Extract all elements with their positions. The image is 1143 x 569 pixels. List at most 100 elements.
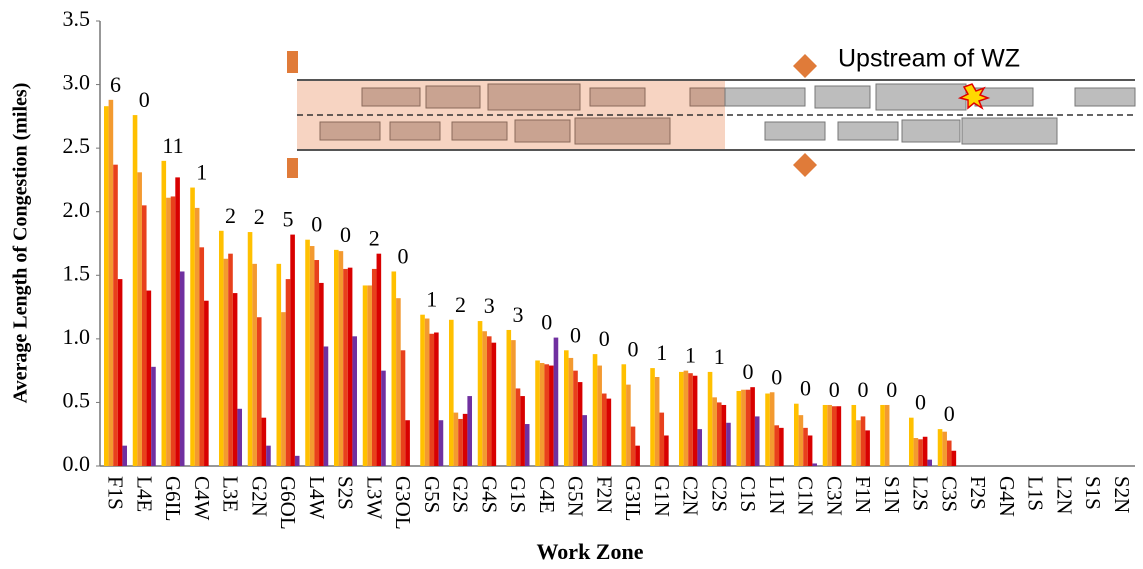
x-tick-label: C3S [937, 476, 961, 512]
bar [593, 354, 598, 466]
bar [319, 283, 324, 466]
bar [765, 394, 770, 466]
bar [425, 319, 430, 466]
bar [812, 463, 817, 466]
bar [262, 418, 267, 466]
x-tick-label: F2S [966, 476, 990, 510]
bar [923, 437, 928, 466]
count-label: 6 [110, 72, 121, 97]
count-label: 1 [196, 160, 207, 185]
road-inset: Upstream of WZ [287, 45, 1135, 178]
count-label: 2 [369, 226, 380, 251]
bar [582, 415, 587, 466]
bar [938, 429, 943, 466]
vehicle [815, 86, 870, 108]
bar [401, 350, 406, 466]
x-tick-label: F1S [104, 476, 128, 510]
x-tick-label: L3E [219, 476, 243, 512]
bar [717, 402, 722, 466]
bar [199, 247, 204, 466]
bar [171, 196, 176, 466]
bar [861, 416, 866, 466]
count-label: 0 [599, 326, 610, 351]
x-tick-label: G3OL [391, 476, 415, 530]
count-label: 0 [771, 364, 782, 389]
bar [607, 399, 612, 466]
bar [237, 409, 242, 466]
count-label: 0 [915, 390, 926, 415]
vehicle [725, 88, 805, 106]
count-label: 5 [283, 207, 294, 232]
bar [927, 460, 932, 466]
vehicle [962, 118, 1057, 144]
bar [650, 368, 655, 466]
count-label: 2 [455, 292, 466, 317]
bar [142, 205, 147, 466]
bar [286, 279, 291, 466]
count-label: 3 [484, 293, 495, 318]
y-tick-label: 3.0 [63, 70, 91, 95]
y-tick-label: 0.5 [63, 387, 91, 412]
bar [554, 338, 559, 466]
bar [540, 363, 545, 466]
vehicle [426, 86, 480, 108]
count-label: 0 [886, 377, 897, 402]
bar [564, 350, 569, 466]
bar [697, 429, 702, 466]
bar [832, 406, 837, 466]
count-label: 0 [139, 87, 150, 112]
count-label: 0 [829, 377, 840, 402]
vehicle [902, 120, 960, 142]
bar [190, 188, 195, 466]
bar [885, 405, 890, 466]
x-tick-label: L4W [305, 476, 329, 519]
x-tick-label: C3N [822, 476, 846, 516]
bar [352, 336, 357, 466]
vehicle [876, 84, 966, 110]
bar [204, 301, 209, 466]
x-tick-label: G1N [650, 476, 674, 517]
bar [339, 251, 344, 466]
bar [803, 428, 808, 466]
bar [544, 364, 549, 466]
bar [151, 367, 156, 466]
bar [837, 406, 842, 466]
bar [429, 334, 434, 466]
bar [277, 264, 282, 466]
bar [439, 420, 444, 466]
bar [377, 254, 382, 466]
bar [746, 390, 751, 466]
vehicle [838, 122, 898, 140]
vehicle [515, 120, 570, 142]
bar [162, 161, 167, 466]
bar [535, 360, 540, 466]
count-label: 1 [426, 287, 437, 312]
bar [372, 269, 377, 466]
bar [122, 446, 127, 466]
bar [180, 271, 185, 466]
count-label: 0 [541, 310, 552, 335]
x-axis-title: Work Zone [537, 539, 644, 564]
upstream-marker [793, 54, 817, 78]
y-tick-label: 3.5 [63, 6, 91, 31]
bar [449, 320, 454, 466]
vehicle [452, 122, 507, 140]
bar [626, 385, 631, 466]
bar [918, 439, 923, 466]
x-tick-label: G4N [995, 476, 1019, 517]
bar [482, 331, 487, 466]
x-tick-label: G6IL [161, 476, 185, 522]
bar [458, 419, 463, 466]
vehicle [575, 118, 670, 144]
bar [655, 377, 660, 466]
bar [109, 100, 114, 466]
bar [367, 285, 372, 466]
x-tick-label: F1N [851, 476, 875, 513]
bar [381, 371, 386, 466]
bar [664, 435, 669, 466]
bar [622, 364, 627, 466]
bar [343, 269, 348, 466]
bar [113, 165, 118, 466]
bar [516, 388, 521, 466]
y-tick-label: 1.5 [63, 260, 91, 285]
